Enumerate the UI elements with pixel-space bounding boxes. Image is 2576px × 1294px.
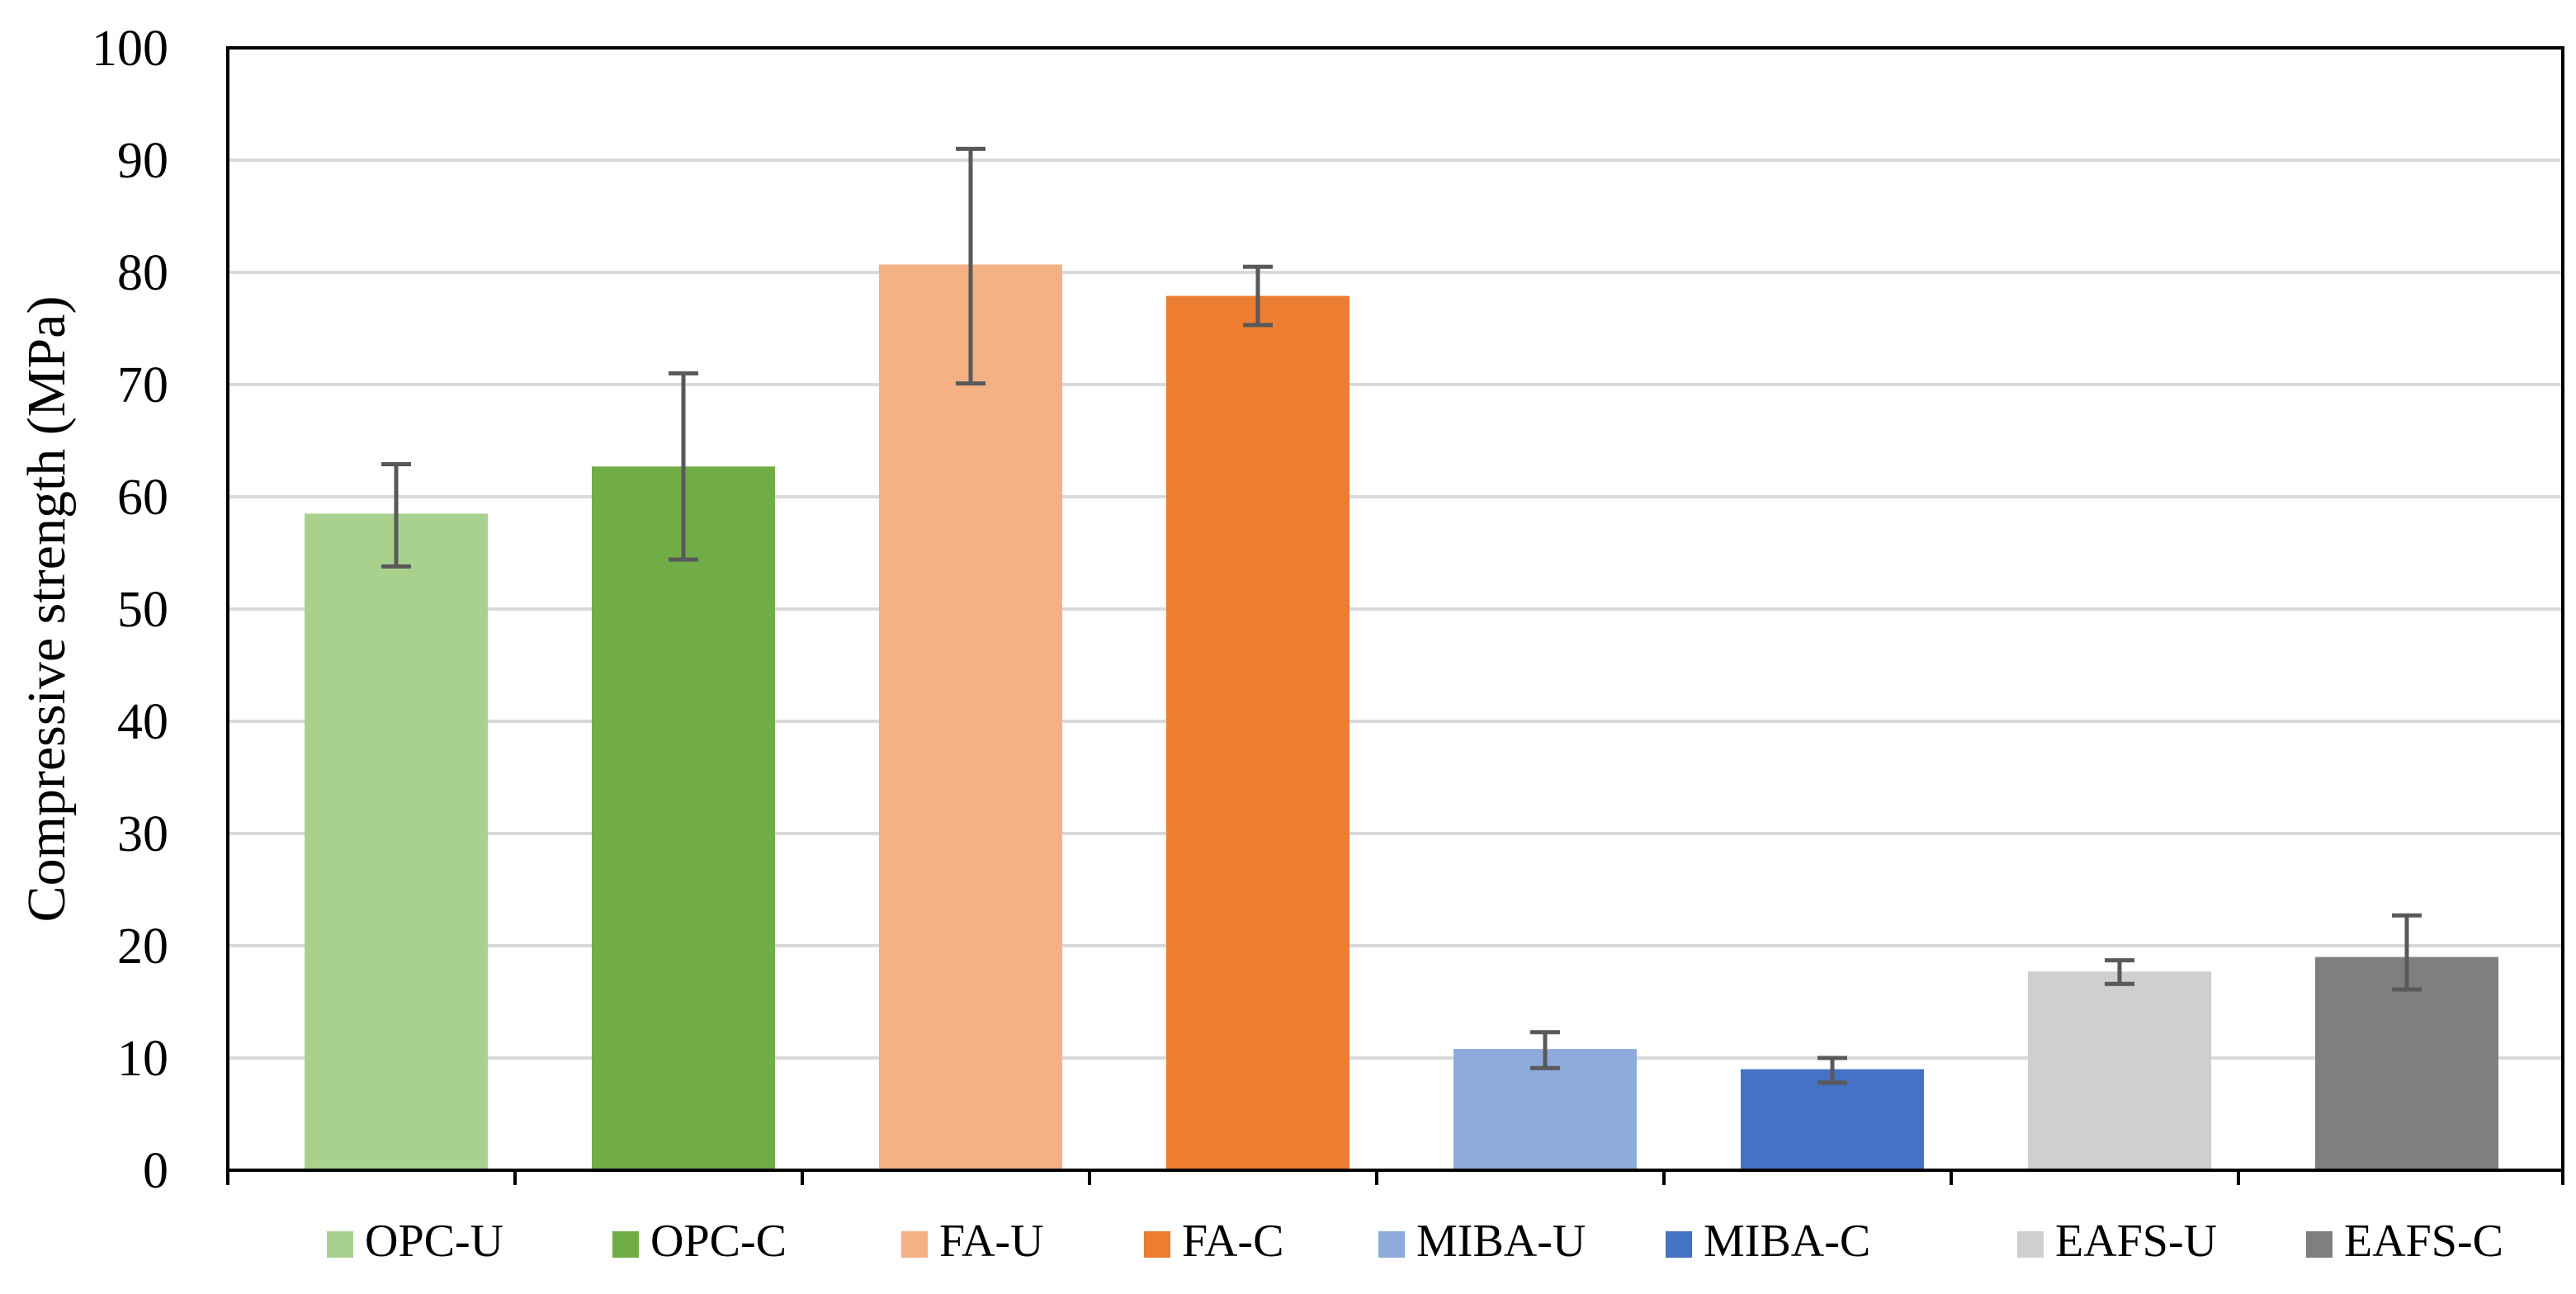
y-axis-title: Compressive strength (MPa)	[17, 296, 77, 923]
error-bar-opc-u	[381, 462, 411, 569]
legend-item-opc-u: OPC-U	[327, 1216, 503, 1267]
legend-swatch	[1666, 1231, 1692, 1258]
error-bar-opc-c	[669, 371, 698, 562]
y-tick-label: 100	[92, 21, 168, 77]
bar-miba-c	[1741, 1069, 1924, 1170]
legend-label: OPC-C	[650, 1216, 787, 1267]
bar-eafs-c	[2315, 956, 2498, 1170]
legend-item-eafs-u: EAFS-U	[2017, 1216, 2217, 1267]
legend: OPC-U OPC-C FA-U FA-C MIBA-U MIBA-C EAFS-U EAFS…	[327, 1216, 2503, 1267]
legend-swatch	[327, 1231, 353, 1258]
error-bar-miba-c	[1817, 1056, 1847, 1085]
legend-item-miba-c: MIBA-C	[1666, 1216, 1870, 1267]
error-bar-fa-c	[1243, 264, 1273, 328]
bar-opc-u	[305, 513, 488, 1170]
legend-swatch	[2017, 1231, 2044, 1258]
legend-item-opc-c: OPC-C	[612, 1216, 787, 1267]
y-tick-labels: 0 10 20 30 40 50 60 70 80 90 100	[92, 21, 168, 1199]
y-tick-label: 60	[117, 470, 168, 526]
y-tick-label: 40	[117, 694, 168, 750]
error-bar-eafs-c	[2392, 913, 2422, 992]
error-bars	[381, 146, 2422, 1085]
bar-fa-c	[1166, 295, 1349, 1170]
legend-swatch	[901, 1231, 928, 1258]
y-tick-label: 50	[117, 582, 168, 638]
bar-eafs-u	[2028, 971, 2211, 1170]
legend-swatch	[1144, 1231, 1170, 1258]
legend-label: FA-U	[939, 1216, 1044, 1267]
x-axis-ticks	[226, 1170, 2564, 1185]
y-tick-label: 0	[143, 1143, 168, 1199]
error-bar-miba-u	[1530, 1030, 1560, 1070]
y-tick-label: 20	[117, 919, 168, 975]
legend-swatch	[1378, 1231, 1405, 1258]
legend-item-miba-u: MIBA-U	[1378, 1216, 1586, 1267]
legend-item-fa-c: FA-C	[1144, 1216, 1283, 1267]
error-bar-fa-u	[956, 146, 985, 386]
legend-label: MIBA-U	[1416, 1216, 1586, 1267]
legend-label: EAFS-C	[2344, 1216, 2503, 1267]
bars	[305, 264, 2498, 1171]
bar-fa-u	[879, 264, 1062, 1171]
legend-swatch	[2306, 1231, 2333, 1258]
grid-lines	[228, 158, 2563, 1060]
y-tick-label: 90	[117, 133, 168, 189]
legend-label: OPC-U	[365, 1216, 503, 1267]
legend-item-eafs-c: EAFS-C	[2306, 1216, 2503, 1267]
bar-opc-c	[592, 466, 775, 1170]
y-tick-label: 70	[117, 357, 168, 413]
legend-swatch	[612, 1231, 639, 1258]
y-tick-label: 10	[117, 1031, 168, 1087]
error-bar-eafs-u	[2105, 958, 2134, 986]
legend-label: MIBA-C	[1704, 1216, 1870, 1267]
legend-label: FA-C	[1182, 1216, 1283, 1267]
axes	[226, 46, 2564, 1172]
legend-label: EAFS-U	[2055, 1216, 2217, 1267]
y-tick-label: 80	[117, 245, 168, 301]
y-tick-label: 30	[117, 806, 168, 862]
legend-item-fa-u: FA-U	[901, 1216, 1044, 1267]
